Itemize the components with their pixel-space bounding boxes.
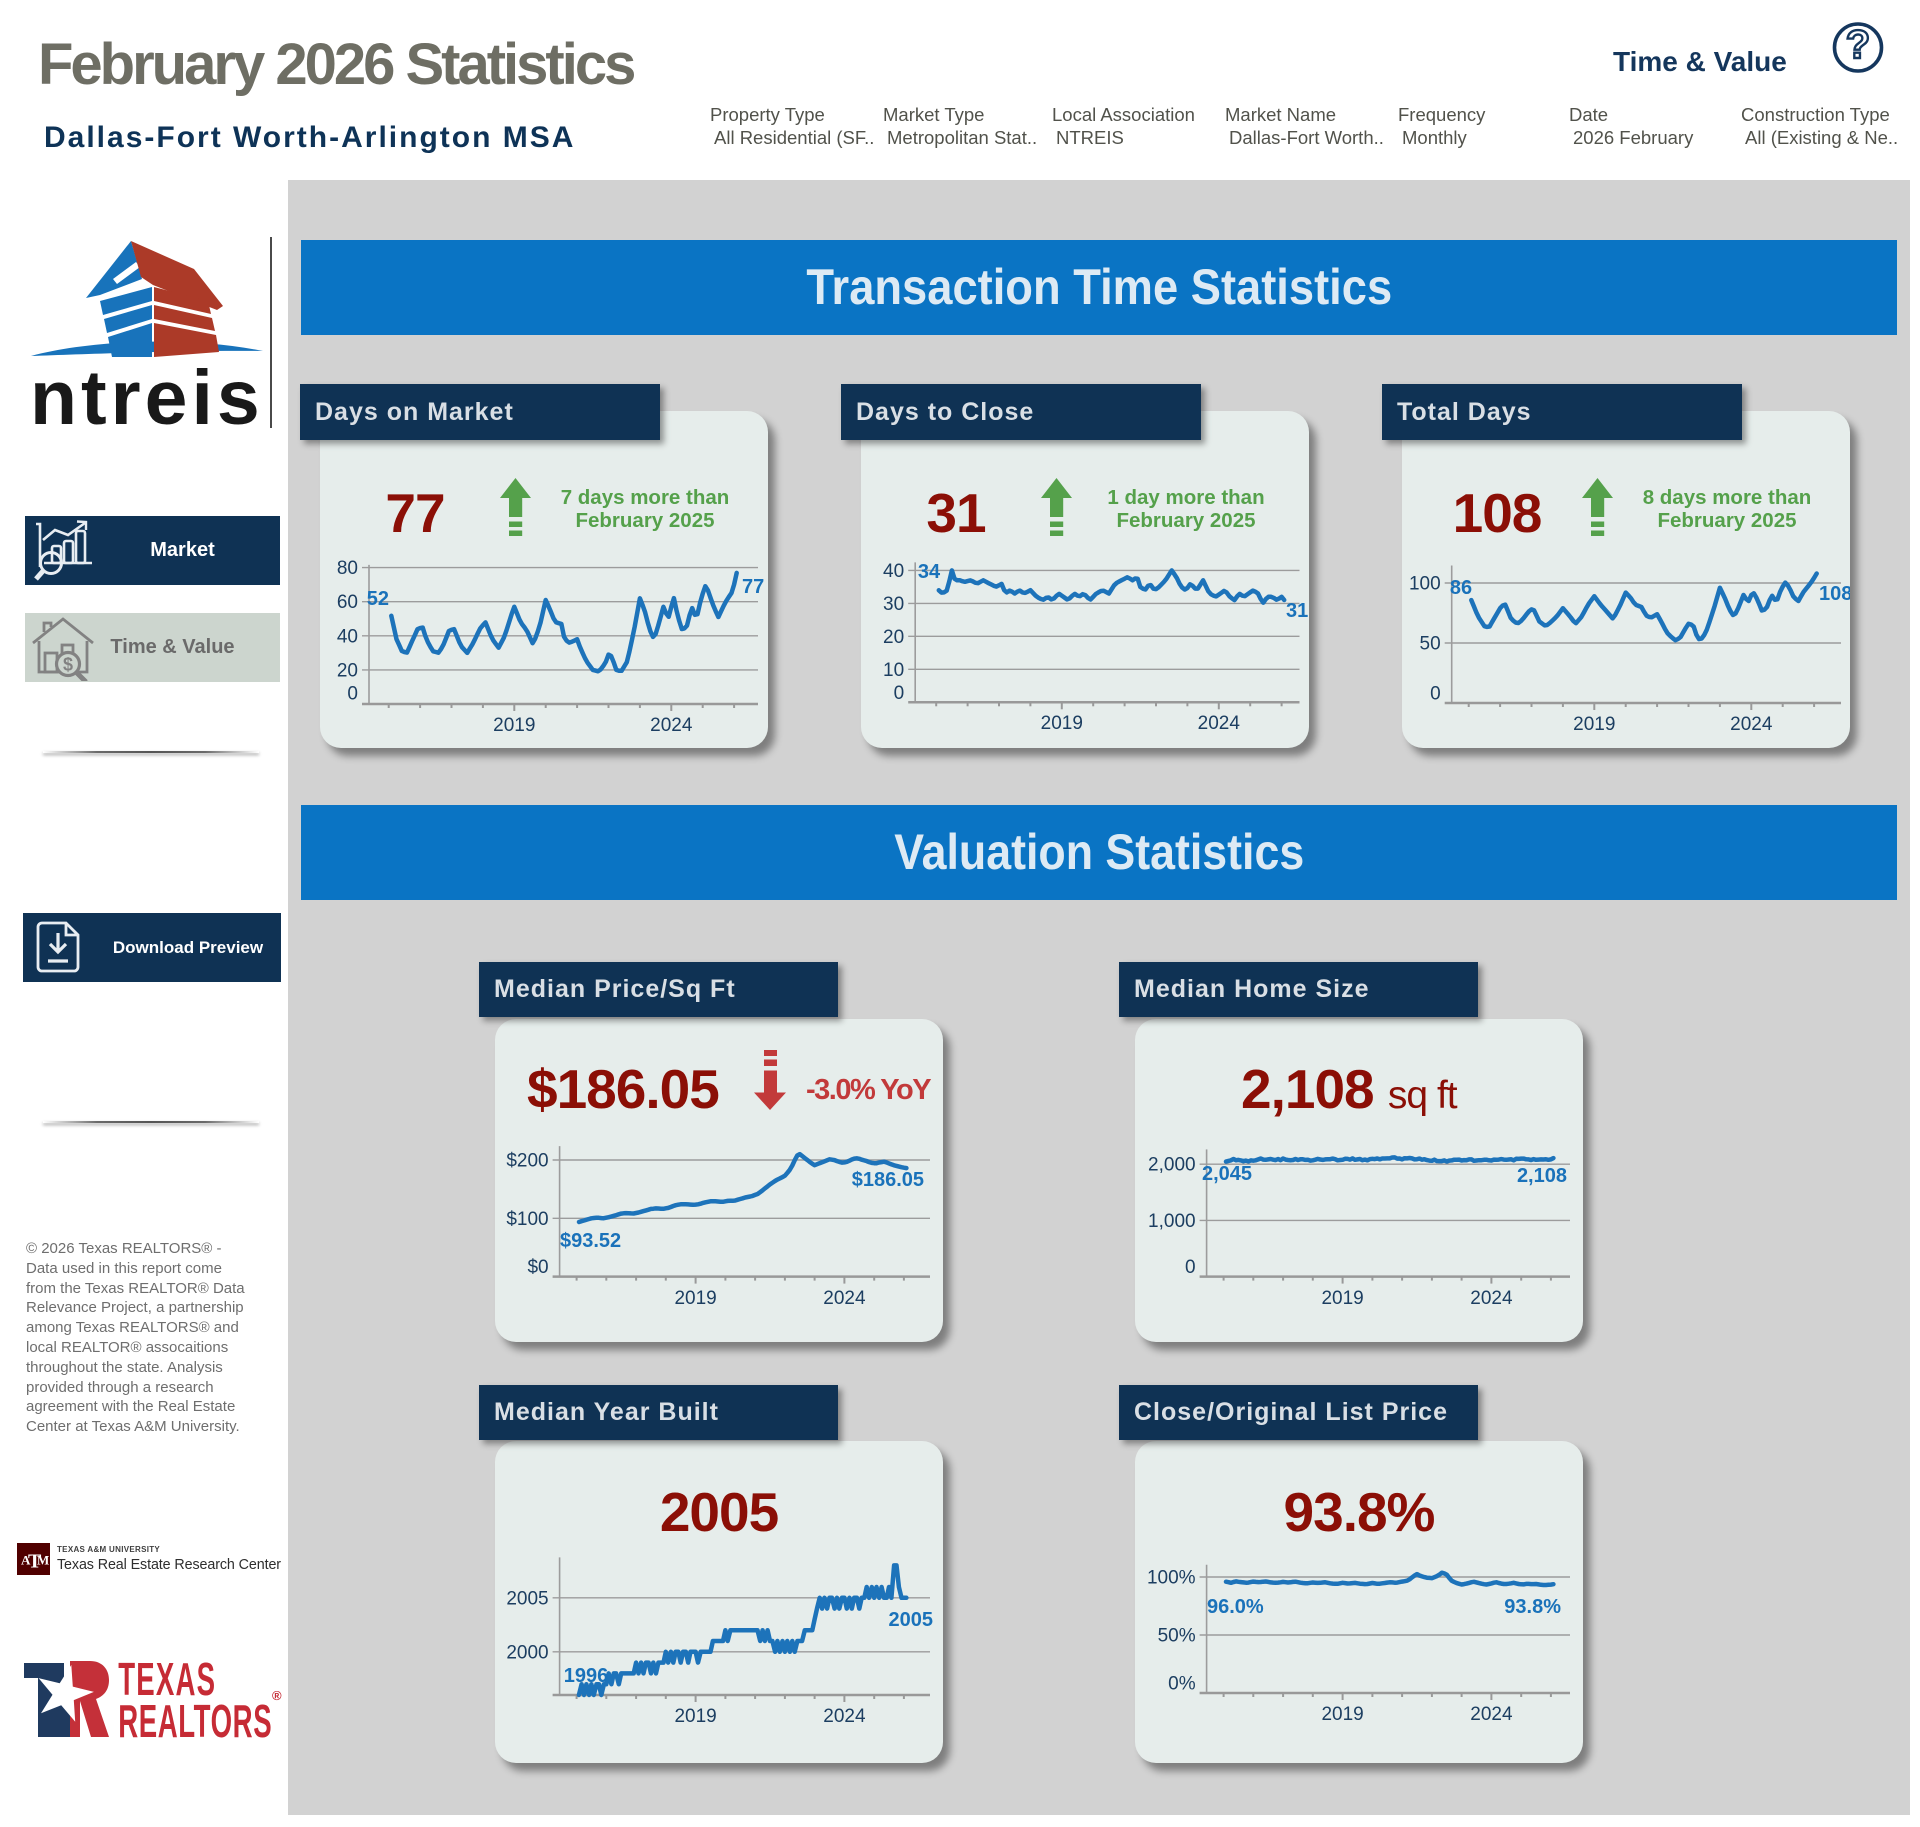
- svg-text:TEXAS A&M UNIVERSITY: TEXAS A&M UNIVERSITY: [57, 1545, 160, 1554]
- svg-text:T: T: [28, 1551, 42, 1573]
- svg-text:0: 0: [894, 683, 905, 704]
- svg-text:2024: 2024: [1198, 713, 1241, 734]
- svg-text:108: 108: [1819, 583, 1850, 605]
- svg-text:20: 20: [337, 660, 358, 681]
- svg-text:40: 40: [883, 561, 904, 582]
- svg-text:2000: 2000: [506, 1642, 548, 1663]
- svg-text:®: ®: [272, 1688, 282, 1703]
- svg-text:$200: $200: [506, 1151, 548, 1172]
- svg-text:2024: 2024: [823, 1288, 866, 1309]
- svg-text:96.0%: 96.0%: [1207, 1596, 1264, 1618]
- svg-text:2019: 2019: [1321, 1704, 1363, 1725]
- svg-text:2019: 2019: [1321, 1288, 1363, 1309]
- svg-text:M: M: [37, 1553, 49, 1568]
- svg-text:2,000: 2,000: [1148, 1155, 1196, 1176]
- svg-text:31: 31: [1286, 600, 1308, 622]
- svg-text:2005: 2005: [506, 1588, 548, 1609]
- svg-text:1996: 1996: [564, 1665, 609, 1687]
- svg-text:$93.52: $93.52: [560, 1230, 621, 1252]
- svg-text:2019: 2019: [674, 1288, 716, 1309]
- svg-text:86: 86: [1450, 577, 1472, 599]
- svg-text:2005: 2005: [889, 1609, 934, 1631]
- svg-text:A: A: [21, 1553, 31, 1568]
- svg-text:0: 0: [1185, 1257, 1196, 1278]
- svg-text:?: ?: [1846, 23, 1870, 67]
- svg-text:2,045: 2,045: [1202, 1163, 1252, 1185]
- svg-text:$186.05: $186.05: [852, 1169, 924, 1191]
- svg-text:100: 100: [1409, 574, 1441, 595]
- svg-text:52: 52: [367, 588, 389, 610]
- svg-text:0: 0: [1430, 684, 1441, 705]
- svg-text:ntreis: ntreis: [30, 355, 264, 435]
- svg-text:$: $: [63, 655, 73, 675]
- svg-text:2024: 2024: [1470, 1288, 1513, 1309]
- svg-text:Texas Real Estate Research Cen: Texas Real Estate Research Center: [57, 1557, 281, 1573]
- svg-text:93.8%: 93.8%: [1504, 1596, 1561, 1618]
- svg-text:2,108: 2,108: [1517, 1165, 1567, 1187]
- svg-text:10: 10: [883, 660, 904, 681]
- svg-text:$0: $0: [527, 1257, 548, 1278]
- svg-text:50: 50: [1420, 634, 1441, 655]
- svg-text:2019: 2019: [493, 715, 535, 736]
- svg-text:50%: 50%: [1158, 1626, 1196, 1647]
- svg-text:34: 34: [918, 561, 941, 583]
- svg-text:2024: 2024: [1470, 1704, 1513, 1725]
- svg-text:0: 0: [347, 684, 358, 705]
- svg-text:30: 30: [883, 594, 904, 615]
- svg-text:2024: 2024: [1730, 714, 1773, 735]
- svg-text:100%: 100%: [1147, 1568, 1196, 1589]
- svg-text:2019: 2019: [1041, 713, 1083, 734]
- svg-text:80: 80: [337, 558, 358, 579]
- svg-text:2019: 2019: [674, 1706, 716, 1727]
- svg-text:40: 40: [337, 626, 358, 647]
- svg-text:$100: $100: [506, 1209, 548, 1230]
- svg-text:2024: 2024: [823, 1706, 866, 1727]
- svg-text:TEXAS: TEXAS: [118, 1660, 216, 1706]
- svg-text:2019: 2019: [1573, 714, 1615, 735]
- svg-text:1,000: 1,000: [1148, 1211, 1196, 1232]
- svg-text:0%: 0%: [1168, 1674, 1196, 1695]
- svg-text:77: 77: [742, 576, 764, 598]
- svg-text:20: 20: [883, 627, 904, 648]
- svg-text:2024: 2024: [650, 715, 693, 736]
- svg-text:60: 60: [337, 592, 358, 613]
- svg-text:REALTORS: REALTORS: [118, 1697, 272, 1742]
